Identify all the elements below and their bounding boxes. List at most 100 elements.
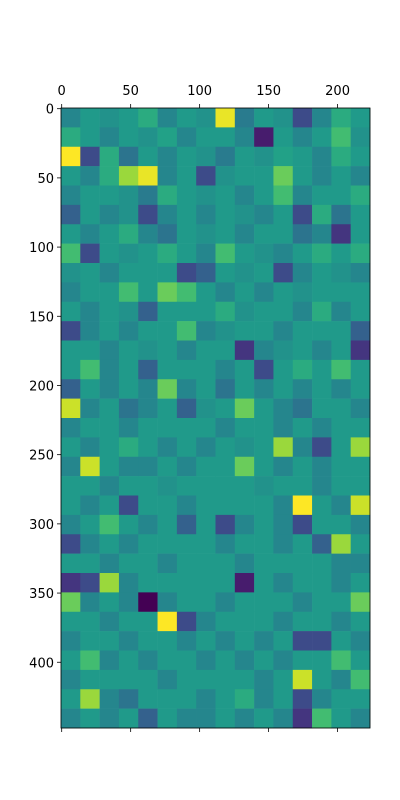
heatmap-cell (254, 204, 274, 225)
heatmap-cell (138, 127, 158, 148)
heatmap-cell (234, 592, 255, 613)
heatmap-cell (292, 650, 313, 671)
heatmap-cell (157, 185, 178, 206)
heatmap-cell (176, 573, 197, 593)
heatmap-cell (234, 650, 255, 671)
heatmap-cell (254, 321, 274, 341)
heatmap-cell (80, 650, 100, 671)
y-tick-label: 150 (29, 310, 54, 325)
x-tick-label: 100 (187, 84, 212, 99)
heatmap-cell (331, 340, 351, 361)
heatmap-cell (99, 456, 120, 477)
heatmap-cell (80, 669, 100, 690)
heatmap-cell (234, 359, 255, 380)
heatmap-cell (157, 669, 178, 690)
heatmap-cell (118, 708, 139, 729)
heatmap-cell (99, 495, 120, 516)
heatmap-cell (312, 398, 332, 419)
heatmap-cell (350, 495, 371, 516)
heatmap-cell (254, 282, 274, 303)
heatmap-cell (273, 708, 294, 729)
heatmap-cell (99, 708, 120, 729)
heatmap-cell (292, 437, 313, 458)
heatmap-cell (254, 398, 274, 419)
heatmap-cell (254, 224, 274, 244)
heatmap-cell (118, 689, 139, 709)
heatmap-cell (80, 708, 100, 729)
heatmap-cell (138, 437, 158, 458)
heatmap-cell (254, 108, 274, 128)
heatmap-cell (118, 592, 139, 613)
heatmap-cell (312, 301, 332, 322)
heatmap-cell (331, 108, 351, 128)
heatmap-cell (292, 495, 313, 516)
heatmap-cell (80, 127, 100, 148)
heatmap-cell (99, 398, 120, 419)
heatmap-cell (118, 204, 139, 225)
heatmap-cell (312, 631, 332, 651)
heatmap-cell (234, 108, 255, 128)
heatmap-cell (61, 301, 81, 322)
heatmap-cell (254, 437, 274, 458)
x-tick-label: 200 (325, 84, 350, 99)
heatmap-cell (176, 514, 197, 535)
heatmap-cell (196, 340, 216, 361)
heatmap-cell (312, 359, 332, 380)
heatmap-cell (80, 379, 100, 399)
heatmap-cell (273, 185, 294, 206)
heatmap-cell (118, 340, 139, 361)
heatmap-cell (234, 301, 255, 322)
heatmap-cell (80, 611, 100, 632)
heatmap-cell (350, 321, 371, 341)
heatmap-cell (176, 340, 197, 361)
heatmap-cell (80, 243, 100, 264)
heatmap-cell (138, 340, 158, 361)
heatmap-cell (61, 669, 81, 690)
heatmap-cell (350, 243, 371, 264)
heatmap-cell (312, 224, 332, 244)
heatmap-cell (157, 476, 178, 496)
heatmap-cell (234, 263, 255, 283)
heatmap-cell (157, 340, 178, 361)
heatmap-cell (234, 398, 255, 419)
heatmap-cell (176, 689, 197, 709)
heatmap-cell (157, 514, 178, 535)
heatmap-cell (350, 418, 371, 438)
heatmap-cell (157, 573, 178, 593)
heatmap-cell (61, 476, 81, 496)
heatmap-cell (176, 379, 197, 399)
heatmap-cell (312, 476, 332, 496)
heatmap-cell (350, 301, 371, 322)
y-tick-label: 300 (29, 518, 54, 533)
heatmap-cell (254, 669, 274, 690)
heatmap-cell (138, 398, 158, 419)
heatmap-cell (61, 398, 81, 419)
x-tick-label: 150 (256, 84, 281, 99)
heatmap-cell (350, 650, 371, 671)
heatmap-cell (215, 340, 236, 361)
heatmap-cell (331, 321, 351, 341)
heatmap-cell (176, 263, 197, 283)
heatmap-cell (138, 708, 158, 729)
heatmap-cell (350, 669, 371, 690)
heatmap-cell (138, 573, 158, 593)
heatmap-cell (157, 437, 178, 458)
heatmap-cell (312, 534, 332, 554)
y-tick-label: 350 (29, 587, 54, 602)
heatmap-cell (118, 553, 139, 574)
heatmap-cell (61, 282, 81, 303)
heatmap-cell (331, 379, 351, 399)
heatmap-cell (157, 146, 178, 167)
heatmap-cell (138, 108, 158, 128)
heatmap-cell (234, 204, 255, 225)
heatmap-cell (196, 108, 216, 128)
heatmap-cell (138, 204, 158, 225)
heatmap-cell (234, 534, 255, 554)
heatmap-cell (331, 398, 351, 419)
heatmap-cell (254, 359, 274, 380)
heatmap-cell (99, 127, 120, 148)
y-tick-label: 400 (29, 656, 54, 671)
heatmap-cell (350, 534, 371, 554)
heatmap-cell (215, 476, 236, 496)
